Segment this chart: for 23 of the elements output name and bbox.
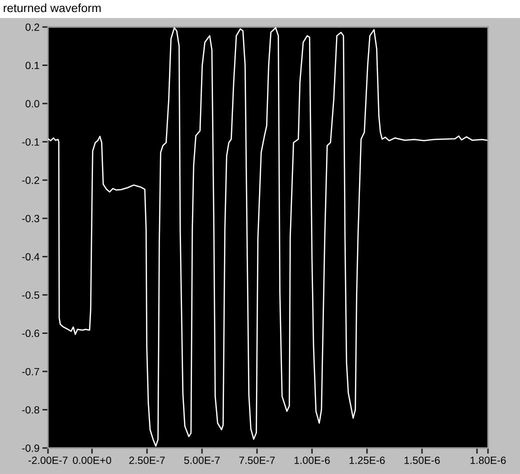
x-tick-label: 1.25E-6	[350, 456, 385, 464]
y-tick-label: -0.3	[22, 214, 40, 222]
y-tick-label: 0.1	[26, 62, 40, 70]
y-tick-label: -0.7	[22, 368, 40, 376]
x-tick-label: 1.50E-6	[404, 456, 440, 464]
x-tick-label: -2.00E-7	[28, 456, 68, 464]
y-tick-label: -0.4	[22, 253, 40, 261]
y-tick-label: -0.6	[22, 330, 40, 338]
y-tick-label: 0.2	[26, 24, 40, 31]
x-tick-label: 1.80E-6	[470, 456, 506, 464]
y-tick-label: 0.0	[26, 100, 40, 108]
y-tick-label: -0.5	[22, 291, 40, 299]
y-tick-label: -0.1	[22, 138, 40, 146]
line-series	[48, 27, 488, 447]
x-tick-label: 5.00E-7	[184, 456, 220, 464]
y-tick-label: -0.9	[22, 444, 40, 452]
y-tick-label: -0.2	[22, 176, 40, 184]
y-tick-label: -0.8	[22, 406, 40, 414]
x-tick-label: 0.00E+0	[72, 456, 112, 464]
chart-title: returned waveform	[4, 4, 101, 12]
x-tick-label: 7.50E-7	[239, 456, 275, 464]
x-tick-label: 2.50E-7	[129, 456, 165, 464]
x-tick-label: 1.00E-6	[294, 456, 330, 464]
